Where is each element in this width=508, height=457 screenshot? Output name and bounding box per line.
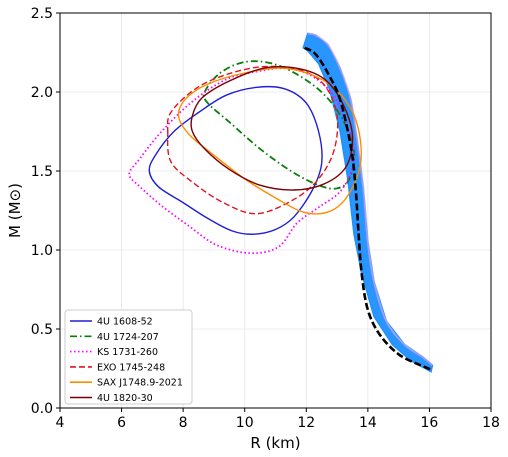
ticks xyxy=(56,12,492,412)
band-upper-edge xyxy=(307,32,434,367)
y-tick-label: 0.0 xyxy=(31,401,53,417)
x-tick-label: 18 xyxy=(482,415,500,431)
legend-entry-label: 4U 1724-207 xyxy=(97,332,159,343)
x-tick-label: 4 xyxy=(56,415,65,431)
tick-labels: 4 6 8 10 12 14 16 18 0.0 0.5 1.0 1.5 2.0 2.5 xyxy=(31,6,500,431)
legend-entry-label: KS 1731-260 xyxy=(97,347,158,358)
legend-entry-label: 4U 1820-30 xyxy=(97,393,153,404)
y-tick-label: 2.5 xyxy=(31,6,53,22)
x-tick-label: 6 xyxy=(117,415,126,431)
legend: 4U 1608-52 4U 1724-207 KS 1731-260 EXO 1745… xyxy=(64,309,193,405)
band-layer xyxy=(302,32,434,373)
dashed-mr-curve xyxy=(304,46,434,372)
y-tick-label: 1.5 xyxy=(31,164,53,180)
x-axis-label: R (km) xyxy=(250,434,300,452)
x-tick-label: 8 xyxy=(179,415,188,431)
y-tick-label: 1.0 xyxy=(31,243,53,259)
contour-exo-1745-248 xyxy=(166,65,339,215)
legend-entry-label: EXO 1745-248 xyxy=(97,362,165,373)
plot-frame xyxy=(59,12,492,409)
y-tick-label: 2.0 xyxy=(31,85,53,101)
y-axis-label: M (M⊙) xyxy=(6,183,24,238)
contour-4u-1820-30 xyxy=(190,66,354,191)
x-tick-label: 14 xyxy=(359,415,377,431)
x-tick-label: 10 xyxy=(236,415,254,431)
legend-box xyxy=(64,309,193,405)
dashed-layer xyxy=(304,46,434,372)
y-tick-label: 0.5 xyxy=(31,322,53,338)
x-tick-label: 12 xyxy=(297,415,315,431)
contour-sax-j1748-9-2021 xyxy=(177,67,362,215)
contour-4u-1608-52 xyxy=(148,85,323,235)
legend-entry-label: 4U 1608-52 xyxy=(97,317,153,328)
x-tick-label: 16 xyxy=(421,415,439,431)
legend-entry-label: SAX J1748.9-2021 xyxy=(97,378,183,389)
